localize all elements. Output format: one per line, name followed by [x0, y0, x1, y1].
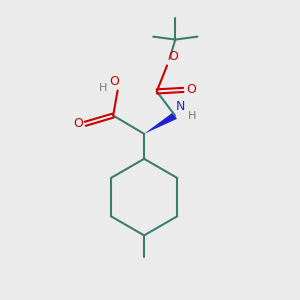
- Text: O: O: [169, 50, 178, 63]
- Text: O: O: [73, 117, 83, 130]
- Text: H: H: [188, 111, 196, 121]
- Text: N: N: [176, 100, 186, 113]
- Text: O: O: [109, 75, 119, 88]
- Polygon shape: [144, 112, 177, 134]
- Text: H: H: [99, 83, 107, 93]
- Text: O: O: [186, 83, 196, 96]
